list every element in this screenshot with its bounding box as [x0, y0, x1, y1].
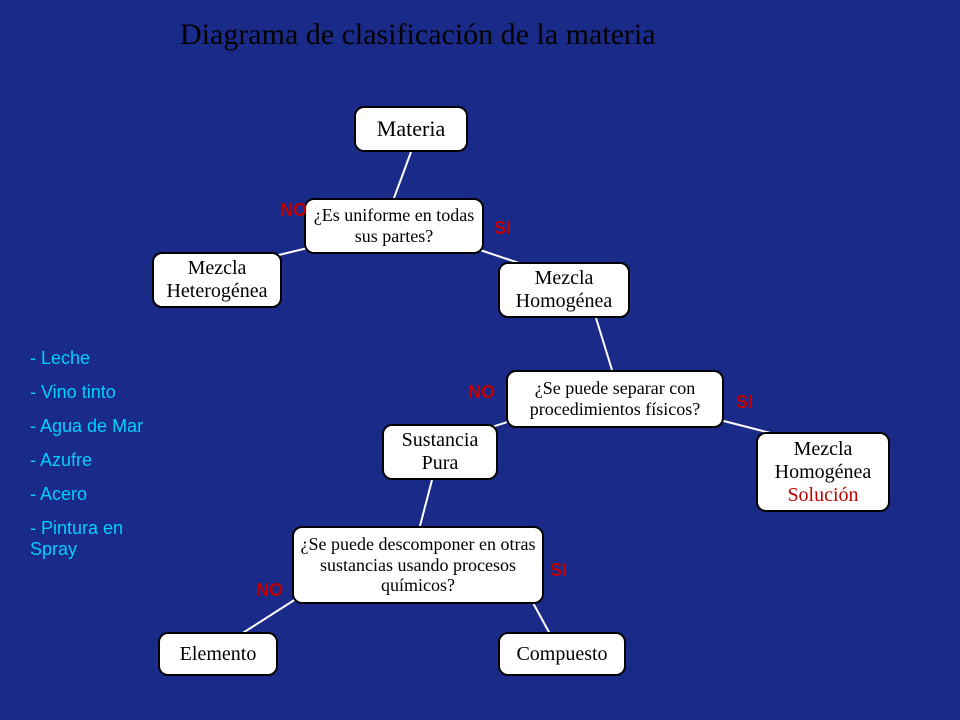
node-q-descomponer: ¿Se puede descomponer en otras sustancia… [292, 526, 544, 604]
example-item-0: - Leche [30, 348, 90, 369]
node-elemento-label: Elemento [180, 643, 257, 666]
branch-label-4: NO [256, 580, 283, 601]
node-mezcla-hom-label: Mezcla Homogénea [506, 267, 622, 313]
diagram-canvas: Diagrama de clasificación de la materia … [0, 0, 960, 720]
node-materia: Materia [354, 106, 468, 152]
node-q-descomponer-label: ¿Se puede descomponer en otras sustancia… [300, 534, 536, 596]
example-item-4: - Acero [30, 484, 87, 505]
diagram-title: Diagrama de clasificación de la materia [180, 18, 656, 52]
node-q-uniforme-label: ¿Es uniforme en todas sus partes? [312, 205, 476, 246]
node-solucion-label2: Solución [787, 484, 858, 507]
branch-label-0: NO [280, 200, 307, 221]
node-q-separar-label: ¿Se puede separar con procedimientos fís… [514, 378, 716, 419]
node-compuesto: Compuesto [498, 632, 626, 676]
branch-label-1: SI [494, 218, 511, 239]
node-mezcla-het: Mezcla Heterogénea [152, 252, 282, 308]
node-q-uniforme: ¿Es uniforme en todas sus partes? [304, 198, 484, 254]
example-item-5: - Pintura en Spray [30, 518, 140, 560]
node-solucion-label1: Mezcla Homogénea [764, 438, 882, 484]
example-item-3: - Azufre [30, 450, 92, 471]
node-mezcla-het-label: Mezcla Heterogénea [160, 257, 274, 303]
branch-label-3: SI [736, 392, 753, 413]
node-solucion: Mezcla Homogénea Solución [756, 432, 890, 512]
example-item-2: - Agua de Mar [30, 416, 143, 437]
node-sustancia-label: Sustancia Pura [390, 429, 490, 475]
node-mezcla-hom: Mezcla Homogénea [498, 262, 630, 318]
node-q-separar: ¿Se puede separar con procedimientos fís… [506, 370, 724, 428]
node-elemento: Elemento [158, 632, 278, 676]
edges-layer [0, 0, 960, 720]
node-sustancia: Sustancia Pura [382, 424, 498, 480]
node-compuesto-label: Compuesto [516, 643, 607, 666]
node-materia-label: Materia [377, 116, 445, 141]
example-item-1: - Vino tinto [30, 382, 116, 403]
branch-label-5: SI [550, 560, 567, 581]
branch-label-2: NO [468, 382, 495, 403]
